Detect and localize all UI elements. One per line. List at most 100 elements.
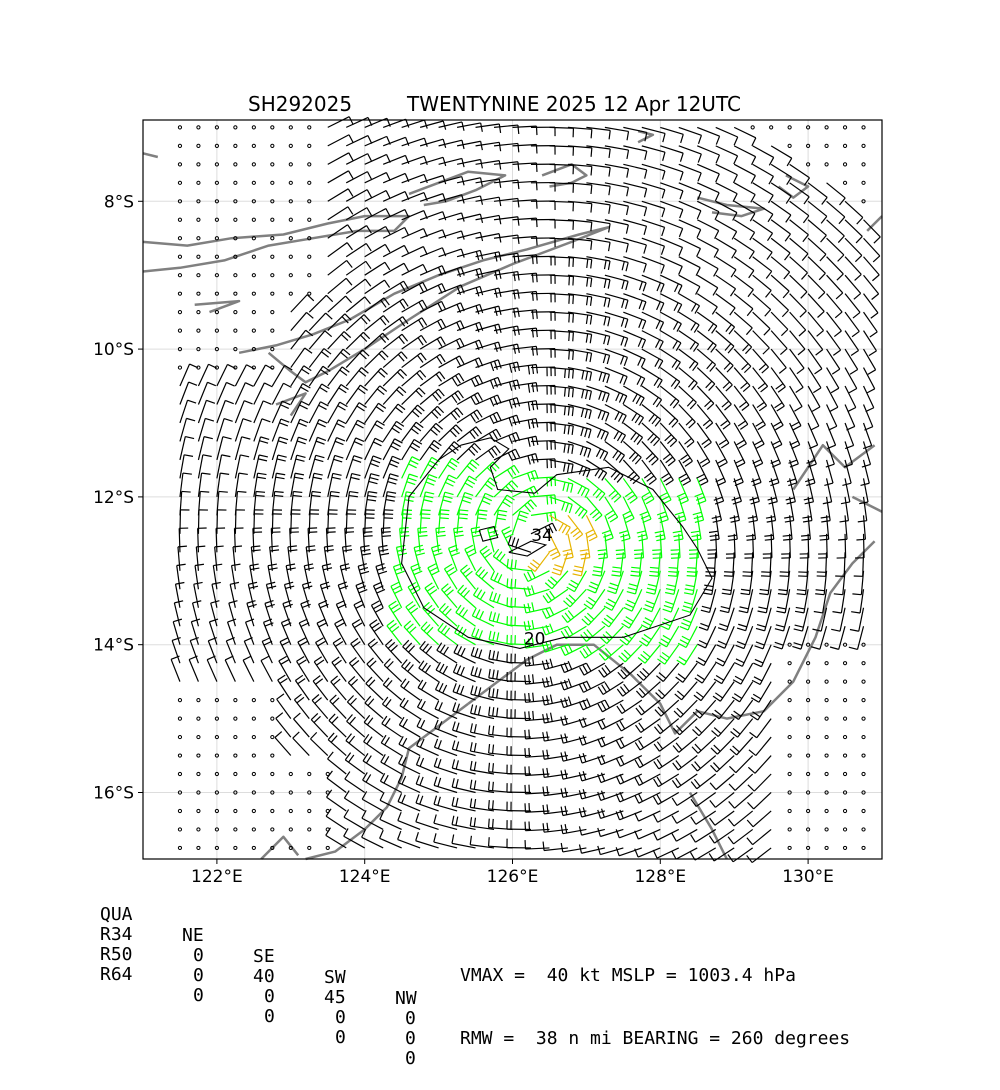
barb-flag	[354, 623, 362, 628]
wind-barb	[294, 713, 310, 737]
barb-flag	[606, 603, 614, 607]
barb-flag	[421, 335, 426, 342]
barb-flag	[387, 620, 394, 626]
wind-barb	[802, 497, 812, 522]
barb-flag	[581, 427, 583, 436]
barb-flag	[518, 180, 519, 189]
barb-flag	[232, 564, 241, 565]
barb-flag	[333, 473, 342, 475]
wind-barb	[568, 220, 592, 231]
wind-barb	[734, 238, 754, 259]
wind-barb	[716, 386, 732, 410]
barb-flag	[581, 488, 585, 496]
wind-barb	[328, 492, 340, 516]
barb-flag	[689, 361, 694, 368]
barb-flag	[677, 691, 684, 697]
wind-barb	[513, 292, 538, 301]
barb-flag	[276, 477, 285, 478]
barb-flag	[547, 750, 548, 759]
calm-marker	[788, 772, 791, 775]
wind-barb	[663, 589, 679, 612]
barb-flag	[609, 490, 616, 496]
barb-flag	[493, 612, 495, 621]
barb-staff	[845, 423, 854, 445]
barb-flag	[591, 278, 592, 287]
barb-flag	[795, 625, 804, 627]
wind-barb	[837, 534, 846, 558]
barb-flag	[672, 421, 678, 428]
barb-flag	[377, 567, 386, 570]
barb-flag	[411, 429, 418, 434]
barb-flag	[766, 271, 771, 278]
barb-flag	[621, 337, 624, 346]
wind-barb	[217, 400, 234, 422]
barb-flag	[781, 329, 787, 335]
barb-flag	[661, 246, 664, 254]
wind-barb	[605, 368, 627, 385]
wind-barb	[494, 143, 519, 152]
barb-flag	[661, 284, 664, 292]
barb-flag	[642, 340, 645, 348]
barb-flag	[453, 683, 456, 691]
barb-flag	[299, 660, 307, 665]
barb-flag	[682, 610, 691, 613]
barb-flag	[547, 732, 549, 741]
barb-flag	[412, 443, 420, 448]
barb-flag	[263, 401, 271, 404]
wind-barb	[798, 552, 808, 576]
wind-barb	[180, 400, 196, 423]
calm-marker	[825, 680, 828, 683]
wind-barb	[365, 696, 383, 718]
barb-flag	[394, 425, 402, 430]
barb-flag	[601, 431, 605, 439]
wind-barb	[453, 683, 475, 700]
barb-flag	[545, 583, 552, 589]
wind-barb	[771, 238, 790, 260]
barb-flag	[616, 741, 620, 749]
barb-flag	[518, 143, 519, 152]
barb-flag	[367, 208, 372, 216]
barb-flag	[776, 625, 785, 627]
wind-barb	[543, 786, 568, 795]
barb-flag	[518, 308, 520, 317]
barb-flag	[418, 355, 423, 362]
barb-flag	[498, 514, 507, 516]
wind-barb	[173, 619, 182, 645]
wind-barb	[549, 368, 573, 379]
barb-flag	[301, 387, 309, 391]
wind-barb	[525, 674, 550, 684]
wind-barb	[491, 571, 513, 589]
wind-barb	[383, 387, 406, 405]
wind-barb	[561, 806, 586, 816]
barb-staff	[716, 238, 737, 250]
barb-flag	[580, 667, 584, 675]
calm-marker	[252, 255, 255, 258]
barb-flag	[319, 420, 327, 424]
wind-barb	[449, 545, 460, 571]
barb-flag	[224, 419, 233, 422]
barb-flag	[736, 645, 744, 648]
barb-flag	[493, 726, 494, 735]
barb-flag	[615, 412, 619, 420]
barb-staff	[328, 207, 348, 220]
barb-flag	[626, 300, 628, 309]
wind-barb	[324, 546, 333, 571]
barb-staff	[601, 737, 623, 747]
barb-flag	[684, 593, 693, 595]
wind-barb	[400, 698, 420, 719]
barb-flag	[434, 796, 436, 805]
calm-marker	[271, 255, 274, 258]
calm-marker	[271, 181, 274, 184]
barb-flag	[604, 453, 608, 461]
barb-flag	[580, 550, 589, 551]
barb-flag	[727, 366, 733, 373]
barb-staff	[771, 220, 790, 234]
barb-flag	[583, 771, 586, 780]
barb-staff	[734, 257, 754, 271]
calm-marker	[825, 662, 828, 665]
wind-barb	[531, 330, 555, 339]
barb-flag	[698, 135, 701, 143]
barb-flag	[257, 477, 266, 478]
barb-flag	[739, 444, 747, 449]
barb-flag	[656, 340, 660, 348]
